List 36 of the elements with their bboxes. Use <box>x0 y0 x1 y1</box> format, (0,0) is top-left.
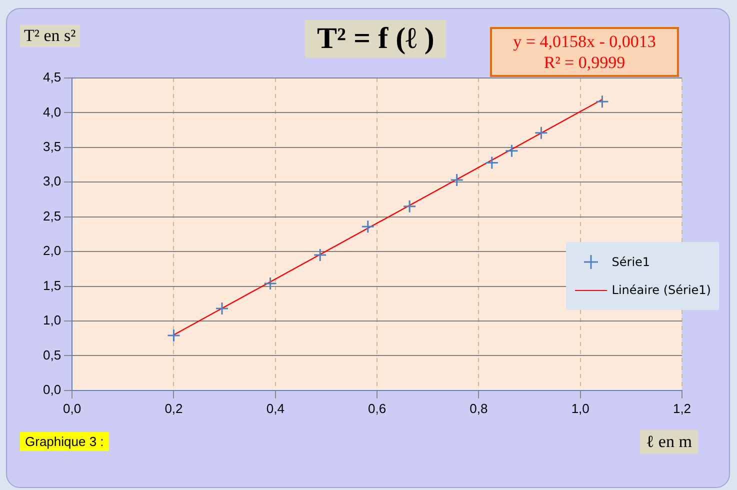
point <box>215 302 229 316</box>
point <box>402 200 416 214</box>
y-axis-title: T² en s² <box>20 25 80 47</box>
chart-title: T² = f (ℓ ) <box>305 20 446 58</box>
y-tick-label: 4,5 <box>42 70 62 85</box>
x-tick-label: 1,2 <box>672 400 692 416</box>
point <box>485 156 499 170</box>
point <box>166 328 180 342</box>
point <box>504 144 518 158</box>
point <box>450 173 464 187</box>
point <box>264 276 278 290</box>
y-tick-label: 0,0 <box>42 382 62 397</box>
x-axis-title: ℓ en m <box>640 430 698 454</box>
x-tick-label: 0,4 <box>266 400 284 416</box>
y-tick-label: 3,5 <box>42 139 62 154</box>
point <box>313 248 327 262</box>
y-tick-label: 0,5 <box>42 347 62 362</box>
point <box>595 94 609 108</box>
x-tick-label: 0,8 <box>470 400 488 416</box>
y-tick-label: 4,0 <box>42 104 62 120</box>
y-tick-label: 2,5 <box>42 208 62 224</box>
x-tick-label: 0,6 <box>368 400 386 416</box>
x-tick-label: 1,0 <box>571 400 590 416</box>
text: R² = 0,9999 <box>542 52 626 73</box>
y-tick-label: 1,0 <box>42 312 62 328</box>
text: Graphique 3 : <box>20 432 109 451</box>
point <box>361 220 375 234</box>
legend-label: Linéaire (Série1) <box>612 283 711 297</box>
x-tick-label: 0,0 <box>63 400 82 416</box>
text: y = 4,0158x - 0,0013 <box>512 31 657 52</box>
legend-label: Série1 <box>612 255 650 269</box>
y-tick-label: 1,5 <box>42 278 62 293</box>
y-tick-label: 3,0 <box>42 174 62 189</box>
x-tick-label: 0,2 <box>164 400 183 416</box>
y-tick-label: 2,0 <box>42 243 62 258</box>
point <box>534 126 548 140</box>
